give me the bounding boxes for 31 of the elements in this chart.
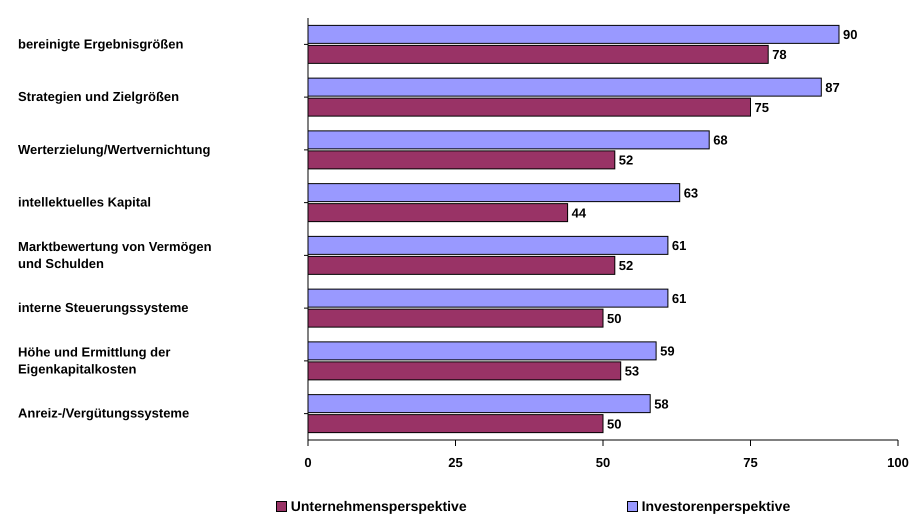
y-tick-label: intellektuelles Kapital [18, 194, 151, 210]
data-label: 59 [660, 344, 675, 358]
x-tick-label: 50 [596, 455, 610, 470]
data-label: 52 [618, 152, 634, 168]
legend-label: Unternehmensperspektive [290, 498, 467, 514]
data-label: 78 [772, 47, 787, 62]
x-tick-label: 75 [743, 455, 758, 470]
x-tick-label: 100 [887, 455, 909, 470]
data-label: 75 [754, 100, 769, 115]
data-label: 61 [672, 238, 686, 253]
legend-label: Investorenperspektive [640, 498, 790, 514]
data-label: 58 [654, 396, 669, 412]
data-label: 87 [825, 80, 840, 95]
y-tick-label: Anreiz-/Vergütungssysteme [18, 406, 190, 421]
data-label: 44 [572, 205, 587, 220]
x-tick-label: 0 [304, 455, 312, 470]
y-tick-label: bereinigte Ergebnisgrößen [18, 36, 184, 52]
y-tick-label: Höhe und Ermittlung der Eigenkapitalkosten [18, 344, 170, 376]
data-label: 52 [618, 258, 634, 273]
data-label: 61 [672, 290, 686, 306]
y-tick-label: interne Steuerungssysteme [18, 300, 189, 316]
y-tick-label: Werterzielung/Wertvernichtung [18, 142, 210, 157]
data-label: 50 [607, 310, 622, 326]
data-label: 68 [713, 132, 728, 148]
x-tick-label: 25 [448, 455, 463, 470]
data-label: 53 [624, 364, 640, 378]
data-label: 90 [843, 27, 858, 42]
y-tick-label: Marktbewertung von Vermögen und Schulden [18, 238, 212, 271]
data-label: 63 [684, 185, 698, 200]
data-label: 50 [607, 416, 622, 432]
y-tick-label: Strategien und Zielgrößen [18, 89, 180, 104]
